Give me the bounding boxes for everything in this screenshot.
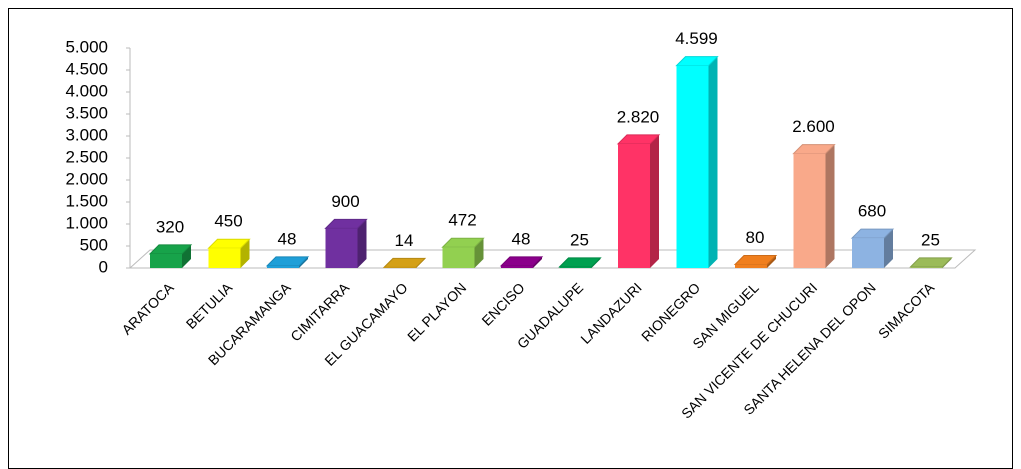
value-label: 472 — [448, 211, 476, 230]
bar — [852, 238, 884, 268]
bar — [910, 266, 943, 268]
y-tick-label: 4.500 — [65, 59, 108, 78]
bar — [559, 266, 592, 268]
value-label: 900 — [331, 192, 359, 211]
value-label: 680 — [858, 202, 886, 221]
value-label: 14 — [395, 231, 414, 250]
value-label: 48 — [278, 229, 297, 248]
y-tick-label: 3.000 — [65, 125, 108, 144]
value-label: 2.600 — [792, 117, 835, 136]
value-label: 320 — [156, 217, 184, 236]
bar — [267, 265, 299, 268]
y-tick-label: 2.500 — [65, 147, 108, 166]
y-tick-label: 1.000 — [65, 213, 108, 232]
bar-side — [182, 244, 191, 268]
value-label: 48 — [512, 229, 531, 248]
bar-side — [884, 229, 893, 268]
y-tick-label: 500 — [80, 235, 108, 254]
bar — [735, 264, 767, 268]
value-label: 80 — [746, 228, 765, 247]
floor — [128, 249, 977, 269]
value-label: 25 — [570, 230, 589, 249]
y-tick-label: 4.000 — [65, 81, 108, 100]
bar — [793, 153, 826, 268]
bar — [384, 267, 416, 268]
bar-side — [708, 56, 718, 269]
value-label: 4.599 — [675, 29, 718, 48]
bar — [676, 65, 709, 268]
y-tick-label: 3.500 — [65, 103, 108, 122]
bar — [501, 265, 533, 268]
value-label: 25 — [921, 230, 940, 249]
y-tick-label: 2.000 — [65, 169, 108, 188]
bar-side — [357, 219, 367, 268]
bar — [618, 143, 650, 268]
value-label: 2.820 — [617, 107, 660, 126]
y-tick-label: 1.500 — [65, 191, 108, 210]
bar — [325, 228, 358, 268]
bar — [150, 253, 182, 268]
bar-side — [825, 144, 835, 268]
bar-side — [767, 255, 776, 268]
y-tick-label: 5.000 — [65, 37, 108, 56]
frame — [8, 8, 1013, 469]
bar — [442, 247, 475, 268]
value-label: 450 — [214, 212, 242, 231]
bar — [208, 248, 241, 268]
y-tick-label: 0 — [99, 257, 108, 276]
bar-side — [650, 134, 659, 268]
